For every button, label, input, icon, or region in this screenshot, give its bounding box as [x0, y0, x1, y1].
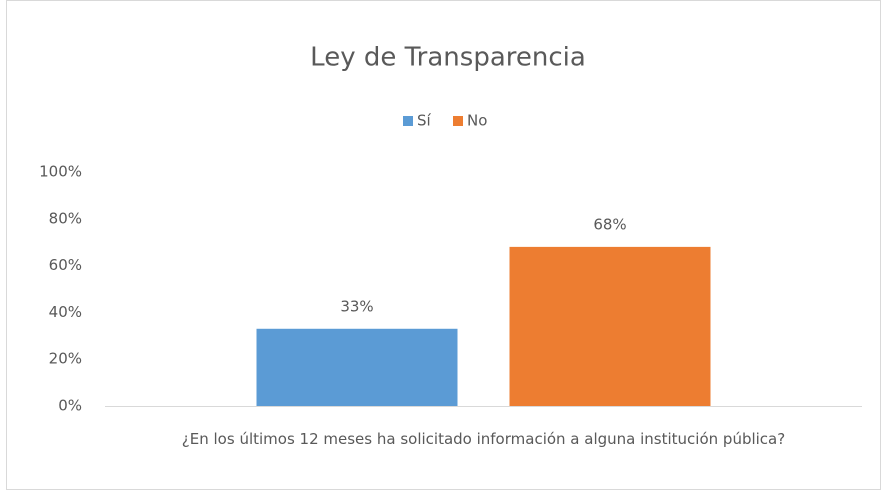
legend-swatch	[453, 116, 463, 126]
bar	[256, 328, 458, 406]
y-tick-label: 80%	[49, 209, 82, 227]
legend-swatch	[403, 116, 413, 126]
y-tick-label: 60%	[49, 256, 82, 274]
y-tick-label: 20%	[49, 350, 82, 368]
y-tick-label: 100%	[39, 163, 82, 181]
x-tick-label: ¿En los últimos 12 meses ha solicitado i…	[181, 430, 786, 448]
data-label: 68%	[593, 215, 626, 233]
legend-label: Sí	[417, 112, 432, 130]
legend-label: No	[467, 112, 487, 130]
chart-title: Ley de Transparencia	[310, 43, 586, 73]
data-label: 33%	[340, 297, 373, 315]
y-tick-label: 40%	[49, 303, 82, 321]
bar	[509, 246, 711, 406]
chart-border	[6, 0, 881, 490]
y-tick-label: 0%	[58, 397, 82, 415]
